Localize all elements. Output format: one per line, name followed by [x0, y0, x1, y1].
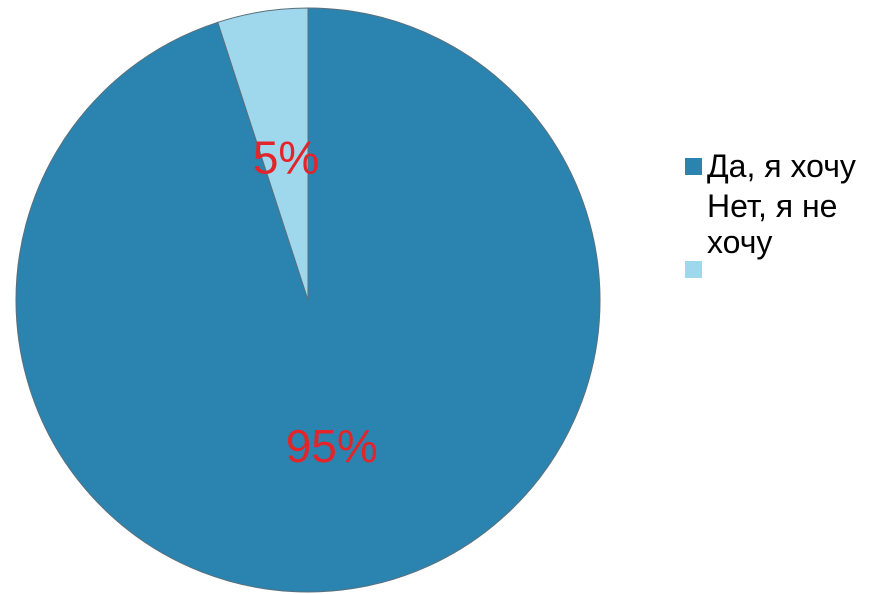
pie-slice-1	[217, 7, 309, 301]
pie-data-label-0: 95%	[286, 420, 378, 472]
legend-swatch-yes	[685, 158, 702, 175]
legend-swatch-no	[685, 261, 702, 278]
legend-label-no: Нет, я не хочу	[707, 188, 838, 260]
legend-item-no: Нет, я не хочу	[685, 188, 885, 278]
legend: Да, я хочу Нет, я не хочу	[685, 148, 885, 278]
pie-data-label-1: 5%	[253, 132, 319, 184]
legend-label-yes: Да, я хочу	[707, 148, 856, 184]
legend-item-yes: Да, я хочу	[685, 148, 885, 184]
